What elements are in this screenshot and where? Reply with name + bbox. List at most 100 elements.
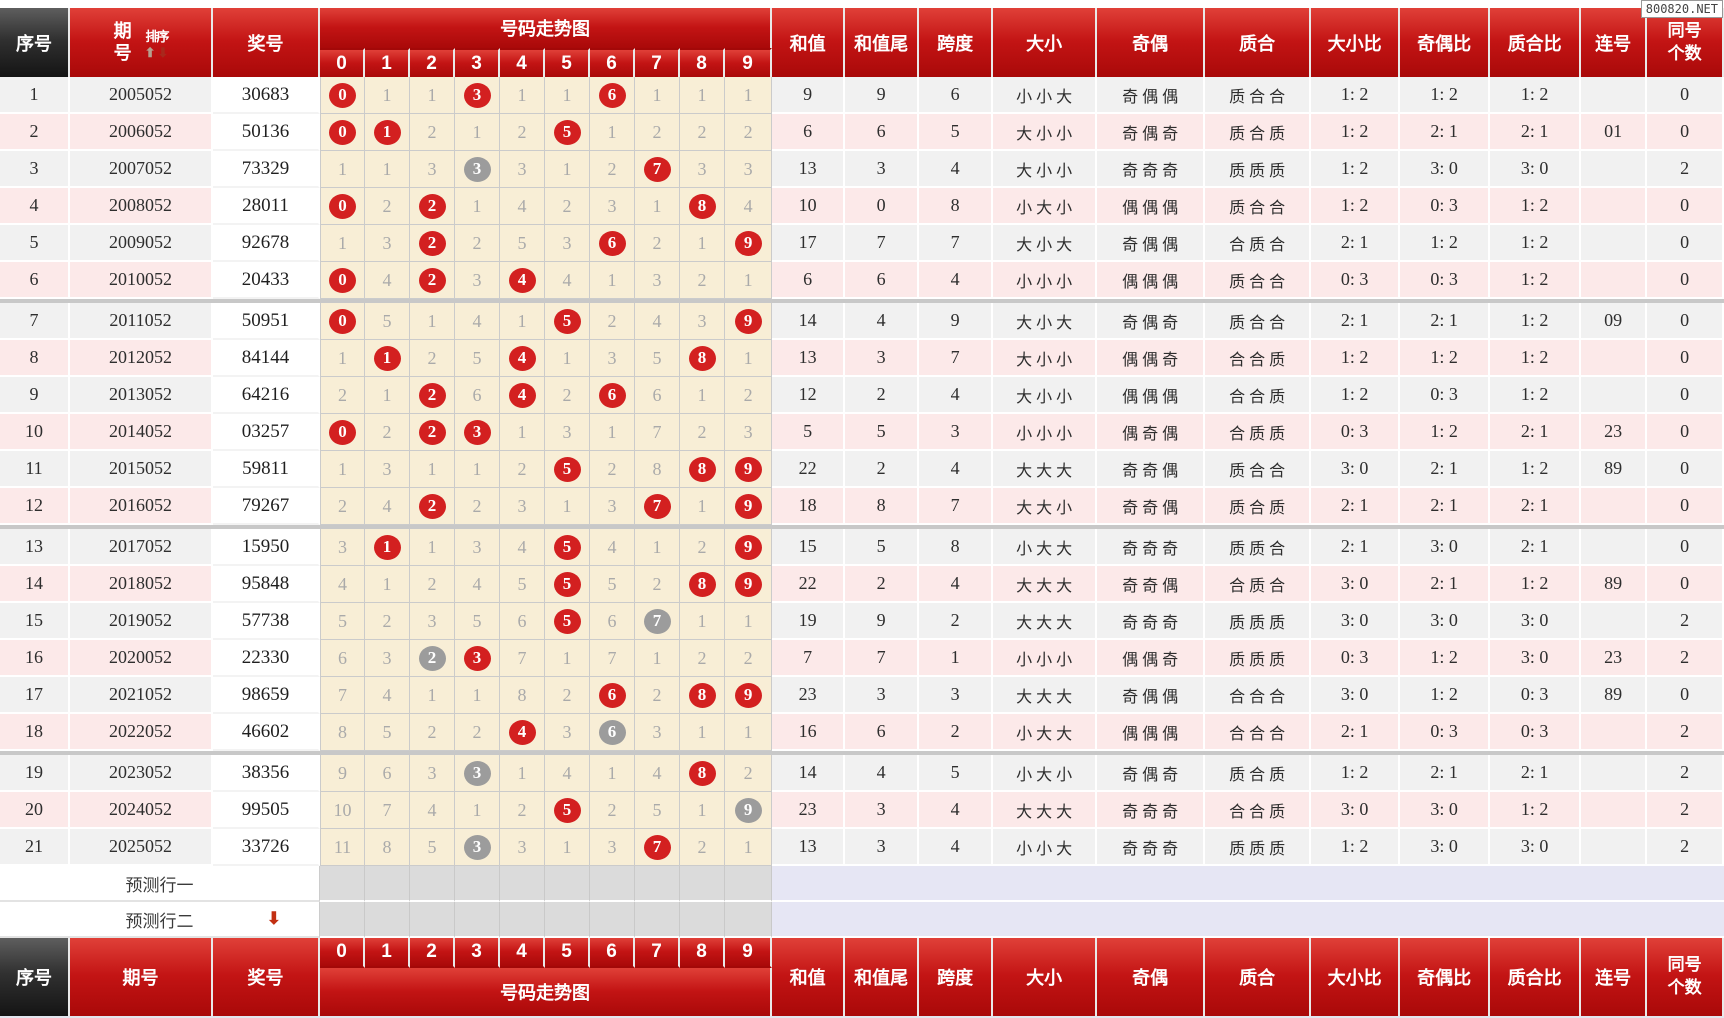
trend-cell: 11 (320, 829, 365, 866)
trend-cell: 2 (680, 640, 725, 677)
prediction-trend-cell[interactable] (545, 902, 590, 938)
trend-cell: 2 (680, 262, 725, 299)
prediction-trend-cell[interactable] (500, 902, 545, 938)
trend-cell: 1 (680, 603, 725, 640)
column-header-prime-composite-ratio: 质合比 (1490, 8, 1582, 77)
footer-header-row: 序号 期号 奖号 0 1 2 3 4 5 6 7 8 9 和值 和值尾 跨度 大小 奇偶 质合 大小比 奇偶比 质合比 连号… (0, 938, 1724, 1016)
serial-cell: 14 (0, 566, 70, 603)
hit-digit-red-circle: 5 (553, 119, 581, 145)
prediction-trend-cell[interactable] (320, 866, 365, 902)
big-small-ratio-cell: 1: 2 (1311, 188, 1401, 225)
prediction-label-cell: 预测行二 ⬇ (0, 902, 320, 938)
odd-even-cell: 偶偶偶 (1097, 262, 1206, 299)
odd-even-ratio-cell: 2: 1 (1400, 566, 1491, 603)
prediction-trend-cell[interactable] (635, 866, 680, 902)
trend-cell: 4 (365, 262, 410, 299)
span-cell: 3 (919, 414, 994, 451)
consecutive-cell (1581, 225, 1648, 262)
trend-cell: 4 (455, 566, 500, 603)
prediction-trend-cell[interactable] (590, 902, 635, 938)
prediction-trend-cell[interactable] (455, 902, 500, 938)
trend-cell: 7 (320, 677, 365, 714)
trend-cell: 5 (500, 225, 545, 262)
sort-ascending-icon[interactable]: ⬆ (144, 45, 156, 60)
prime-composite-ratio-cell: 2: 1 (1490, 488, 1582, 525)
prediction-row: 预测行二 ⬇ (0, 902, 1724, 938)
hit-digit-red-circle: 1 (373, 119, 401, 145)
trend-cell: 1 (365, 151, 410, 188)
prize-number-cell: 92678 (213, 225, 320, 262)
trend-cell: 1 (545, 640, 590, 677)
trend-cell: 2 (680, 114, 725, 151)
prediction-trend-cell[interactable] (455, 866, 500, 902)
odd-even-ratio-cell: 3: 0 (1400, 603, 1491, 640)
trend-cell: 2 (545, 677, 590, 714)
column-header-label: 质合比 (1507, 33, 1562, 54)
sum-cell: 22 (772, 566, 846, 603)
trend-cell: 9 (320, 755, 365, 792)
trend-cell: 2 (590, 151, 635, 188)
prediction-trend-cell[interactable] (725, 866, 773, 902)
column-header-serial: 序号 (0, 8, 70, 77)
trend-cell: 1 (680, 377, 725, 414)
prediction-trend-cell[interactable] (365, 866, 410, 902)
prediction-trend-cell[interactable] (545, 866, 590, 902)
prediction-trend-cell[interactable] (635, 902, 680, 938)
prediction-trend-cell[interactable] (410, 866, 455, 902)
trend-cell: 1 (590, 414, 635, 451)
prediction-trend-cell[interactable] (500, 866, 545, 902)
prediction-trend-cell[interactable] (365, 902, 410, 938)
trend-cell: 5 (500, 566, 545, 603)
prime-composite-ratio-cell: 3: 0 (1490, 829, 1582, 866)
prime-composite-cell: 合合质 (1205, 792, 1312, 829)
trend-cell: 6 (365, 755, 410, 792)
sum-tail-cell: 3 (845, 340, 920, 377)
prize-number-cell: 22330 (213, 640, 320, 677)
same-number-count-cell: 2 (1647, 714, 1724, 751)
footer-header-issue: 期号 (70, 938, 213, 1016)
big-small-ratio-cell: 3: 0 (1311, 566, 1401, 603)
serial-cell: 5 (0, 225, 70, 262)
trend-cell: 2 (410, 188, 455, 225)
column-header-label: 大小比 (1327, 33, 1382, 54)
serial-cell: 9 (0, 377, 70, 414)
trend-cell: 0 (320, 414, 365, 451)
big-small-ratio-cell: 1: 2 (1311, 377, 1401, 414)
big-small-ratio-cell: 2: 1 (1311, 714, 1401, 751)
trend-cell: 1 (365, 114, 410, 151)
big-small-ratio-cell: 0: 3 (1311, 414, 1401, 451)
odd-even-ratio-cell: 3: 0 (1400, 792, 1491, 829)
table-row: 18 2022052 46602 8 5 2 2 4 3 6 3 1 1 16 6 2 小大大 偶偶偶 合合合 2: … (0, 714, 1724, 751)
trend-cell: 2 (725, 114, 773, 151)
table-row: 16 2020052 22330 6 3 2 3 7 1 7 1 2 2 7 7 1 小小小 偶偶奇 质质质 0: 3… (0, 640, 1724, 677)
trend-cell: 3 (635, 262, 680, 299)
watermark: 800820.NET (1640, 0, 1723, 18)
issue-cell: 2018052 (70, 566, 213, 603)
prediction-trend-cell[interactable] (590, 866, 635, 902)
prime-composite-ratio-cell: 3: 0 (1490, 640, 1582, 677)
prediction-trend-cell[interactable] (680, 902, 725, 938)
trend-cell: 1 (455, 792, 500, 829)
hit-digit-red-circle: 5 (553, 456, 581, 482)
hit-digit-red-circle: 6 (598, 682, 626, 708)
prediction-trend-cell[interactable] (680, 866, 725, 902)
prize-number-cell: 46602 (213, 714, 320, 751)
same-number-count-cell: 0 (1647, 77, 1724, 114)
prime-composite-cell: 质合合 (1205, 77, 1312, 114)
big-small-cell: 小小大 (993, 77, 1098, 114)
footer-header-consecutive: 连号 (1581, 938, 1648, 1016)
prize-number-cell: 03257 (213, 414, 320, 451)
prediction-trend-cell[interactable] (410, 902, 455, 938)
same-number-count-cell: 0 (1647, 488, 1724, 525)
prediction-trend-cell[interactable] (320, 902, 365, 938)
trend-cell: 3 (590, 188, 635, 225)
predict-down-arrow-icon[interactable]: ⬇ (266, 909, 281, 928)
table-row: 7 2011052 50951 0 5 1 4 1 5 2 4 3 9 14 4 9 大小大 奇偶奇 质合合 2: 1… (0, 303, 1724, 340)
trend-cell: 1 (320, 225, 365, 262)
odd-even-cell: 偶偶偶 (1097, 714, 1206, 751)
sort-control[interactable]: 排序 ⬆ ⬇ (144, 26, 170, 60)
sort-descending-icon[interactable]: ⬇ (157, 45, 169, 60)
trend-cell: 2 (410, 640, 455, 677)
prediction-trend-cell[interactable] (725, 902, 773, 938)
prime-composite-ratio-cell: 2: 1 (1490, 114, 1582, 151)
